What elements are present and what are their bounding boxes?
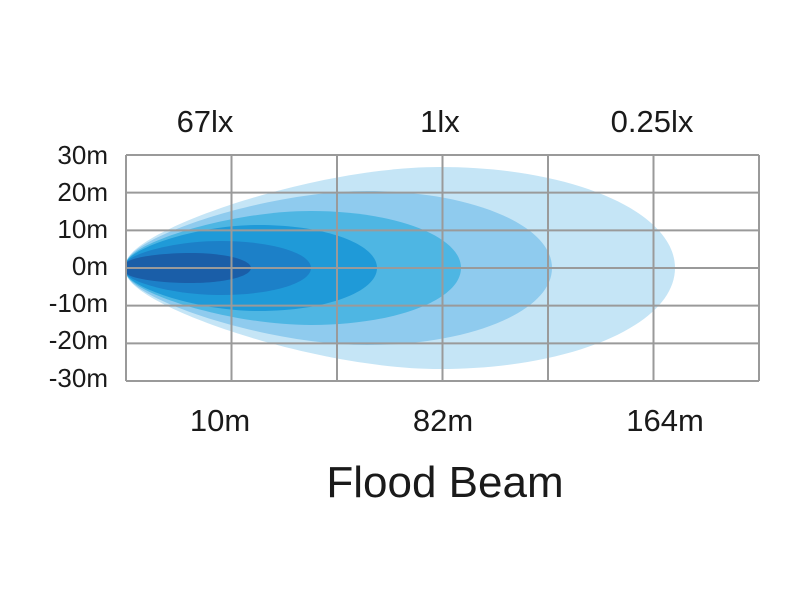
y-tick-label: -20m (49, 325, 108, 355)
y-axis-ticks: 30m 20m 10m 0m -10m -20m -30m (49, 140, 108, 393)
lux-label-025: 0.25lx (611, 104, 694, 139)
y-tick-label: 0m (72, 251, 108, 281)
lux-labels: 67lx 1lx 0.25lx (177, 104, 694, 139)
y-tick-label: 10m (57, 214, 108, 244)
y-tick-label: -30m (49, 363, 108, 393)
chart-title: Flood Beam (326, 458, 563, 507)
x-axis-ticks: 10m 82m 164m (190, 403, 704, 438)
y-tick-label: -10m (49, 288, 108, 318)
x-tick-label: 82m (413, 403, 473, 438)
x-tick-label: 10m (190, 403, 250, 438)
lux-label-67: 67lx (177, 104, 234, 139)
x-tick-label: 164m (626, 403, 704, 438)
y-tick-label: 20m (57, 177, 108, 207)
y-tick-label: 30m (57, 140, 108, 170)
lux-label-1: 1lx (420, 104, 460, 139)
grid-lines (125, 154, 760, 382)
